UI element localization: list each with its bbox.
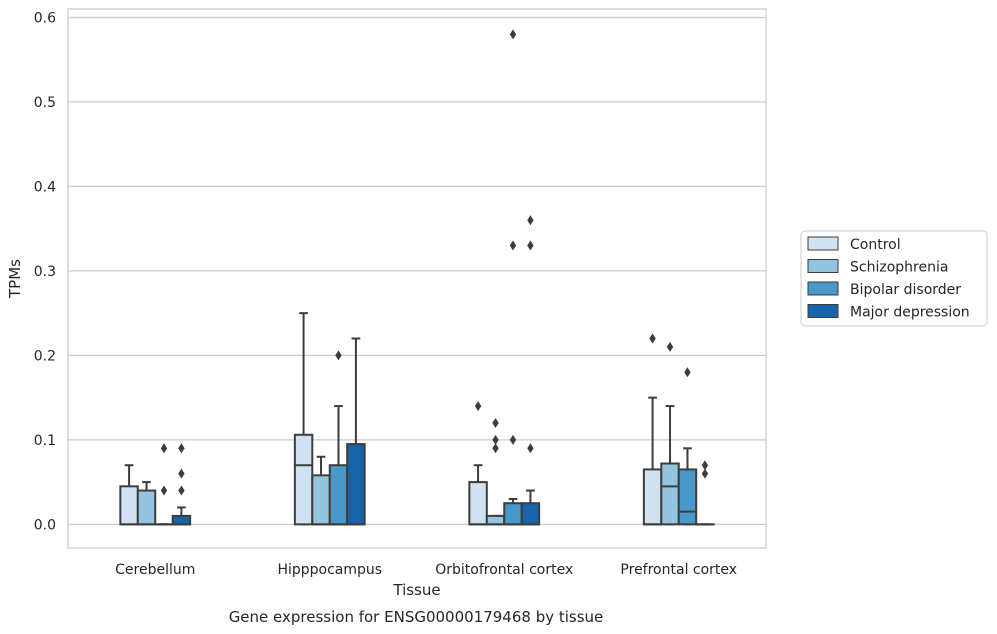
y-tick-label: 0.3 [34,264,56,280]
outlier-point [527,240,534,251]
outlier-point [684,367,691,378]
y-tick-labels: 0.0 0.1 0.2 0.3 0.4 0.5 0.6 [34,10,56,533]
outlier-point [492,443,499,454]
box-control [119,464,139,526]
legend-label: Schizophrenia [850,260,948,276]
outlier-point [509,29,517,40]
box [293,433,314,526]
legend-label: Bipolar disorder [850,282,961,298]
box-control [293,312,314,526]
plot-frame [67,8,767,549]
outlier-point [178,485,185,496]
outlier-point [160,485,168,496]
legend-label: Major depression [850,305,970,321]
box-schizophrenia [485,417,506,526]
box [485,514,506,526]
box-schizophrenia [660,341,680,526]
outlier-point [509,434,517,445]
legend-swatch [807,281,839,296]
y-tick-label: 0.4 [34,179,56,195]
outlier-point [492,417,499,428]
legend-label: Control [850,237,901,253]
box-bipolar-disorder [328,350,349,526]
chart-caption: Gene expression for ENSG00000179468 by t… [229,608,604,626]
box [660,462,680,526]
legend-swatch [807,236,839,251]
box [119,485,139,526]
outlier-point [701,460,709,471]
outlier-point [649,333,656,344]
box [642,468,663,526]
outlier-point [527,215,534,226]
box [520,502,541,526]
y-tick-label: 0.0 [34,517,56,533]
boxes [119,29,715,526]
outlier-point [509,240,517,251]
x-tick-label: Prefrontal cortex [620,562,737,578]
grid-lines [68,16,766,525]
x-tick-label: Cerebellum [115,562,195,578]
outlier-point [527,443,534,454]
box-major-depression [171,443,192,526]
box [677,468,698,526]
box-bipolar-disorder [154,443,174,526]
y-axis-label: TPMs [6,259,24,299]
box-major-depression [346,337,366,526]
box-control [468,401,488,526]
outlier-point [701,468,709,479]
y-tick-label: 0.6 [34,10,56,26]
legend: Control Schizophrenia Bipolar disorder Majo… [800,230,988,327]
legend-swatch [807,304,839,318]
box-bipolar-disorder [503,29,523,526]
y-tick-label: 0.5 [34,95,56,111]
box [468,481,488,526]
outlier-point [666,341,674,352]
box-bipolar-disorder [677,367,698,526]
box [311,474,331,526]
x-tick-label: Hipppocampus [277,562,382,578]
x-axis-label: Tissue [392,581,440,599]
outlier-point [178,443,185,454]
x-tick-label: Orbitofrontal cortex [435,562,573,578]
outlier-point [160,443,168,454]
outlier-point [178,468,185,479]
x-tick-labels: Cerebellum Hipppocampus Orbitofrontal cort… [115,562,737,578]
box [136,489,157,526]
legend-swatch [807,259,839,273]
y-tick-label: 0.2 [34,348,56,364]
box [503,502,523,526]
legend-box [800,230,988,327]
outlier-point [335,350,342,361]
box [171,514,192,526]
box-major-depression [520,215,541,526]
box-schizophrenia [311,455,331,526]
box [328,464,349,526]
y-tick-label: 0.1 [34,433,56,449]
outlier-point [474,401,482,412]
box-major-depression [695,460,715,526]
box-schizophrenia [136,481,157,526]
outlier-point [492,434,499,445]
box [346,443,366,526]
box-control [642,333,663,526]
